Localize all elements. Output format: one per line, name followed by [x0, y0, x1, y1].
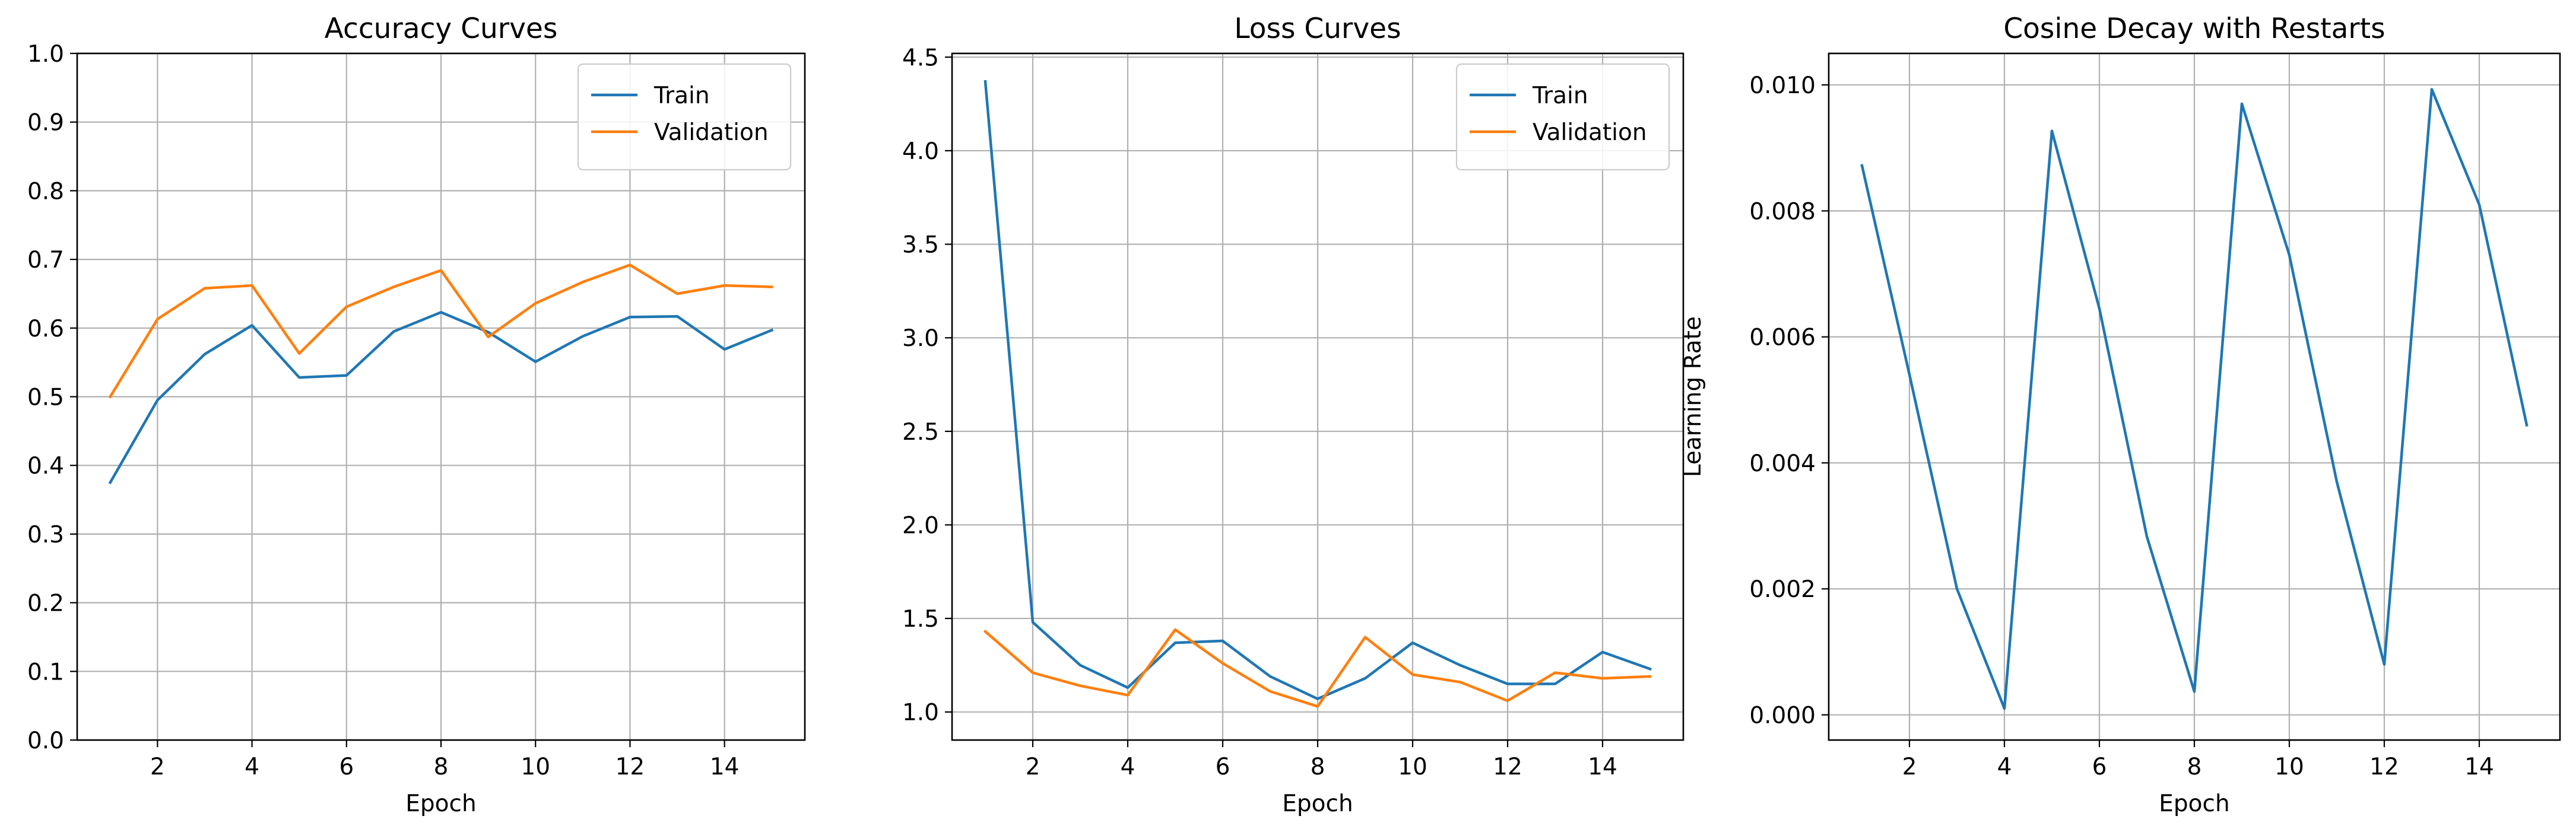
- chart-title: Loss Curves: [1234, 12, 1401, 45]
- y-tick-label: 4.5: [902, 45, 939, 71]
- plot-frame: [951, 52, 1684, 741]
- y-tick-label: 0.008: [1749, 198, 1816, 225]
- x-tick-label: 6: [1216, 754, 1230, 780]
- x-tick-label: 12: [2369, 754, 2399, 780]
- legend-label: Validation: [1533, 119, 1647, 146]
- plot-frame: [1828, 52, 2561, 741]
- y-tick-label: 0.0: [27, 728, 64, 754]
- y-tick-label: 1.0: [27, 41, 64, 68]
- x-tick-label: 10: [1398, 754, 1427, 780]
- x-tick-label: 12: [1493, 754, 1522, 780]
- chart-title: Cosine Decay with Restarts: [2003, 12, 2385, 45]
- y-tick-label: 0.002: [1749, 576, 1816, 603]
- y-tick-label: 0.2: [27, 590, 64, 617]
- x-tick-label: 8: [2187, 754, 2202, 780]
- grid: [1829, 53, 2560, 740]
- series-line-validation: [108, 263, 773, 399]
- y-tick-label: 2.0: [902, 512, 939, 539]
- x-tick-label: 8: [1311, 754, 1325, 780]
- x-tick-label: 2: [1902, 754, 1917, 780]
- y-tick-label: 2.5: [902, 419, 939, 446]
- y-tick-label: 4.0: [902, 138, 939, 165]
- y-tick-label: 0.010: [1749, 72, 1816, 99]
- y-tick-label: 0.9: [27, 110, 64, 136]
- y-tick-label: 3.5: [902, 232, 939, 259]
- accuracy-chart: Accuracy Curves Epoch 2 4 6 8 10 12 14 0.0 0.1 0.…: [27, 12, 806, 817]
- series-line-validation: [983, 628, 1652, 708]
- y-tick-label: 0.000: [1749, 703, 1816, 729]
- x-tick-label: 4: [1997, 754, 2012, 780]
- legend-box: [577, 63, 792, 171]
- x-tick-label: 4: [1121, 754, 1135, 780]
- x-axis-label: Epoch: [1282, 790, 1353, 817]
- series-line-lr: [1860, 88, 2529, 710]
- y-tick-label: 0.6: [27, 316, 64, 342]
- x-tick-label: 14: [710, 754, 740, 780]
- y-axis-label: Learning Rate: [1680, 316, 1706, 477]
- series-line-train: [984, 80, 1652, 700]
- chart-title: Accuracy Curves: [325, 12, 558, 45]
- legend: Train Validation: [577, 63, 792, 171]
- y-tick-label: 0.1: [27, 659, 64, 685]
- x-tick-label: 2: [150, 754, 165, 780]
- learning-rate-chart: Cosine Decay with Restarts Epoch Learnin…: [1680, 12, 2561, 817]
- y-tick-label: 0.7: [27, 247, 64, 274]
- y-tick-label: 1.5: [902, 606, 939, 633]
- y-tick-label: 0.3: [27, 522, 64, 548]
- y-tick-label: 0.006: [1749, 325, 1816, 351]
- y-tick-label: 0.5: [27, 385, 64, 411]
- x-tick-label: 12: [616, 754, 645, 780]
- x-axis-label: Epoch: [405, 790, 476, 817]
- legend-label: Validation: [654, 119, 769, 146]
- x-tick-label: 2: [1026, 754, 1040, 780]
- legend-label: Train: [653, 82, 710, 109]
- x-axis-label: Epoch: [2159, 790, 2229, 817]
- legend: Train Validation: [1455, 63, 1670, 171]
- loss-chart: Loss Curves Epoch 2 4 6 8 10 12 14 1.0 1.5 2.0 2.5…: [902, 12, 1684, 817]
- legend-box: [1455, 63, 1670, 171]
- x-tick-label: 4: [245, 754, 259, 780]
- y-tick-label: 0.4: [27, 453, 64, 480]
- x-tick-label: 10: [521, 754, 550, 780]
- x-tick-label: 14: [1588, 754, 1617, 780]
- y-tick-label: 3.0: [902, 325, 939, 352]
- legend-label: Train: [1532, 82, 1588, 109]
- series-line-train: [108, 310, 774, 485]
- x-tick-label: 6: [2092, 754, 2107, 780]
- x-tick-label: 10: [2274, 754, 2304, 780]
- x-tick-label: 8: [434, 754, 449, 780]
- y-tick-label: 0.8: [27, 178, 64, 205]
- y-tick-label: 1.0: [902, 700, 939, 726]
- x-tick-label: 6: [339, 754, 354, 780]
- x-tick-label: 14: [2464, 754, 2494, 780]
- y-tick-label: 0.004: [1749, 450, 1816, 477]
- plot-frame: [76, 52, 806, 741]
